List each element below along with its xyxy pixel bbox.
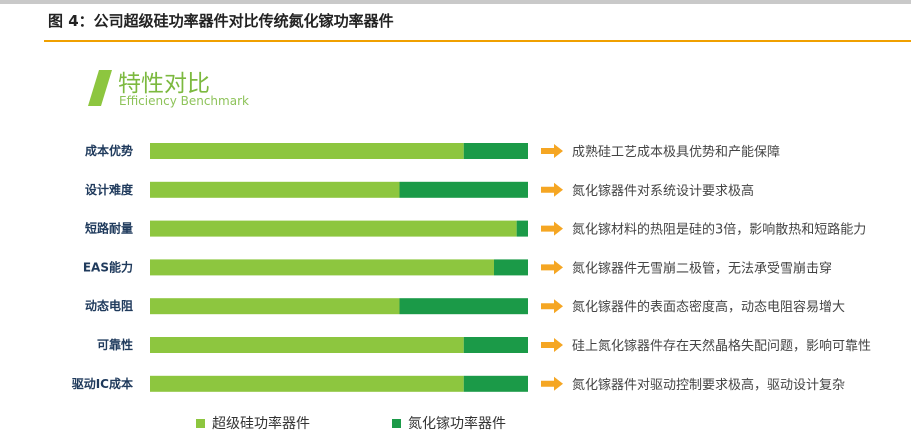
bar-segment-series-2 [399,298,528,315]
figure-title: 图 4：公司超级硅功率器件对比传统氮化镓功率器件 [48,12,394,30]
arrow-right-icon [541,338,563,352]
bar-segment-series-1 [150,298,400,315]
bar-segment-series-2 [399,181,528,198]
arrow-right-icon [541,144,563,158]
annotation-text: 氮化镓器件对驱动控制要求极高，驱动设计复杂 [572,377,845,393]
arrow-right-icon [541,182,563,197]
bar-segment-series-2 [463,337,528,353]
annotation-text: 氮化镓器件对系统设计要求极高 [572,183,754,199]
category-label: 设计难度 [85,182,134,197]
category-label: 可靠性 [97,337,133,352]
annotation-text: 氮化镓材料的热阻是硅的3倍，影响散热和短路能力 [572,222,866,238]
arrow-right-icon [541,221,563,236]
category-label: 驱动IC成本 [72,376,133,391]
annotation-text: 氮化镓器件的表面态密度高，动态电阻容易增大 [572,299,845,315]
legend-swatch-series-1 [196,419,205,428]
arrow-right-icon [541,376,563,391]
category-label: 成本优势 [85,143,133,158]
category-label: 动态电阻 [85,298,133,313]
bar-segment-series-1 [150,375,464,392]
bar-segment-series-1 [150,143,464,159]
bar-segment-series-1 [150,181,400,198]
top-border-strip [0,0,911,4]
bar-segment-series-1 [150,259,494,276]
bar-segment-series-2 [463,143,528,159]
category-label: 短路耐量 [85,221,133,236]
arrow-right-icon [541,299,563,314]
legend-label-series-1: 超级硅功率器件 [212,416,310,432]
bar-segment-series-2 [463,375,528,392]
chart-heading: 特性对比 [118,71,210,97]
legend-label-series-2: 氮化镓功率器件 [408,416,506,432]
bar-segment-series-1 [150,337,464,353]
annotation-text: 成熟硅工艺成本极具优势和产能保障 [572,144,780,160]
category-label: EAS能力 [83,259,133,274]
bar-segment-series-2 [493,259,528,276]
title-underline [44,40,911,42]
bar-segment-series-2 [516,220,528,237]
annotation-text: 氮化镓器件无雪崩二极管，无法承受雪崩击穿 [572,260,832,276]
slash-logo-icon [88,70,112,106]
annotation-text: 硅上氮化镓器件存在天然晶格失配问题，影响可靠性 [572,338,871,354]
legend-swatch-series-2 [392,419,401,428]
arrow-right-icon [541,260,563,275]
bar-segment-series-1 [150,220,517,237]
chart-subheading: Efficiency Benchmark [119,94,249,108]
